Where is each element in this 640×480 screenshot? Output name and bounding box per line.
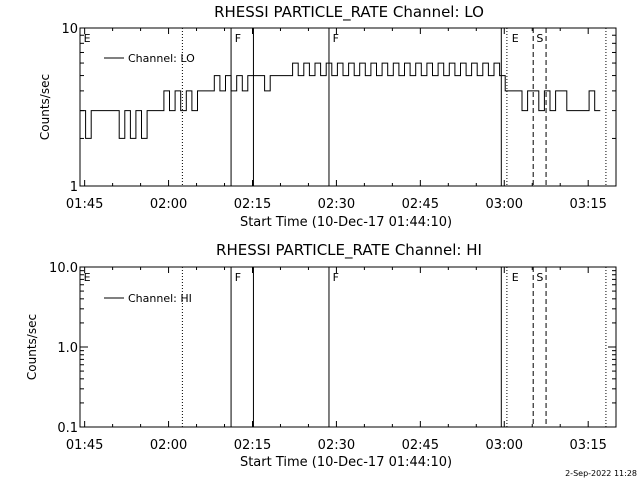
legend-hi: Channel: HI [104, 292, 192, 305]
legend-lo: Channel: LO [104, 52, 195, 65]
x-tick-label: 02:45 [402, 438, 439, 453]
flag-label: S [536, 32, 543, 45]
legend-label-hi: Channel: HI [128, 292, 192, 305]
x-tick-label: 02:30 [318, 438, 355, 453]
x-tick-label: 02:00 [150, 438, 187, 453]
flag-label: E [84, 271, 91, 284]
panel-hi: RHESSI PARTICLE_RATE Channel: HI Counts/… [25, 241, 617, 470]
y-axis-label-hi: Counts/sec [25, 314, 39, 380]
date-stamp: 2-Sep-2022 11:28 [565, 469, 637, 478]
panel-lo: RHESSI PARTICLE_RATE Channel: LO Counts/… [38, 3, 617, 230]
x-tick-label: 03:00 [486, 197, 523, 212]
flag-label: F [333, 32, 339, 45]
y-tick-label: 1.0 [57, 341, 78, 356]
series-line [80, 62, 601, 139]
plot-frame-hi [79, 266, 617, 428]
x-tick-label: 02:00 [150, 197, 187, 212]
flag-label: F [333, 271, 339, 284]
flag-label: E [84, 32, 91, 45]
y-tick-label: 10 [61, 22, 78, 37]
x-tick-label: 02:45 [402, 197, 439, 212]
x-tick-label: 03:15 [569, 197, 606, 212]
chart-title-lo: RHESSI PARTICLE_RATE Channel: LO [214, 3, 484, 22]
x-tick-label: 02:15 [234, 197, 271, 212]
y-tick-label: 1 [70, 180, 78, 195]
flag-label: S [536, 271, 543, 284]
x-tick-label: 02:30 [318, 197, 355, 212]
y-tick-label: 10.0 [49, 261, 78, 276]
x-tick-label: 01:45 [66, 438, 103, 453]
chart-title-hi: RHESSI PARTICLE_RATE Channel: HI [216, 241, 482, 260]
x-tick-label: 03:00 [486, 438, 523, 453]
x-tick-label: 03:15 [569, 438, 606, 453]
flag-label: F [235, 271, 241, 284]
flag-label: E [512, 32, 519, 45]
flag-label: E [512, 271, 519, 284]
x-axis-label-lo: Start Time (10-Dec-17 01:44:10) [240, 215, 452, 230]
flag-label: F [235, 32, 241, 45]
x-tick-label: 02:15 [234, 438, 271, 453]
y-axis-label-lo: Counts/sec [38, 74, 52, 140]
x-tick-label: 01:45 [66, 197, 103, 212]
y-tick-label: 0.1 [57, 421, 78, 436]
x-axis-label-hi: Start Time (10-Dec-17 01:44:10) [240, 455, 452, 470]
legend-label-lo: Channel: LO [128, 52, 195, 65]
plot-frame-lo [79, 27, 617, 187]
